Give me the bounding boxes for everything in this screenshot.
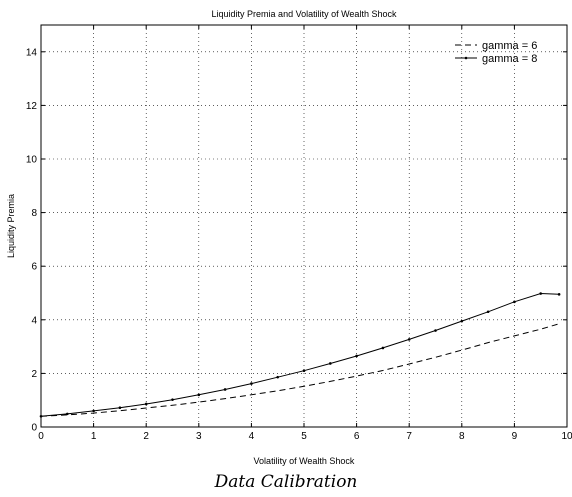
series-point-1 xyxy=(434,329,437,332)
y-axis-label: Liquidity Premia xyxy=(6,194,16,258)
x-tick-label: 8 xyxy=(459,431,465,442)
series-point-1 xyxy=(302,369,306,373)
series-point-1 xyxy=(276,375,280,379)
series-point-1 xyxy=(460,319,464,323)
y-tick-label: 6 xyxy=(31,262,37,273)
y-tick-label: 2 xyxy=(31,369,37,380)
series-point-1 xyxy=(118,406,122,410)
x-tick-label: 7 xyxy=(406,431,412,442)
y-tick-label: 14 xyxy=(26,47,38,58)
y-tick-label: 12 xyxy=(26,101,38,112)
legend-marker-gamma8 xyxy=(464,56,468,60)
series-point-1 xyxy=(355,354,358,358)
series-group xyxy=(39,292,561,418)
series-point-1 xyxy=(557,293,561,296)
series-point-1 xyxy=(171,398,174,401)
x-tick-label: 6 xyxy=(354,431,360,442)
series-point-1 xyxy=(197,393,201,397)
chart-title: Liquidity Premia and Volatility of Wealt… xyxy=(212,9,397,19)
grid xyxy=(41,25,567,427)
series-point-1 xyxy=(539,292,542,295)
x-tick-label: 9 xyxy=(512,431,518,442)
series-point-1 xyxy=(223,388,227,391)
series-point-1 xyxy=(92,409,95,413)
x-tick-label: 5 xyxy=(301,431,307,442)
y-tick-label: 0 xyxy=(31,423,37,434)
y-tick-label: 8 xyxy=(31,208,37,219)
series-point-1 xyxy=(39,414,43,418)
series-point-1 xyxy=(381,346,385,350)
series-point-1 xyxy=(513,300,516,304)
x-tick-label: 1 xyxy=(91,431,97,442)
x-tick-label: 4 xyxy=(249,431,255,442)
legend-label-gamma8: gamma = 8 xyxy=(482,53,537,65)
series-point-1 xyxy=(66,412,69,416)
x-tick-label: 3 xyxy=(196,431,202,442)
y-tick-label: 4 xyxy=(31,315,37,326)
chart: Liquidity Premia and Volatility of Wealt… xyxy=(6,9,572,466)
x-tick-label: 10 xyxy=(561,431,572,442)
series-point-1 xyxy=(407,338,411,341)
series-point-1 xyxy=(144,402,148,406)
legend-label-gamma6: gamma = 6 xyxy=(482,40,537,52)
x-tick-label: 0 xyxy=(38,431,44,442)
series-point-1 xyxy=(329,362,332,365)
series-line-0 xyxy=(40,323,560,417)
x-axis-label: Volatility of Wealth Shock xyxy=(254,456,355,466)
series-point-1 xyxy=(250,382,253,385)
series-point-1 xyxy=(486,310,490,314)
legend: gamma = 6 gamma = 8 xyxy=(455,40,537,65)
y-tick-label: 10 xyxy=(26,155,38,166)
x-tick-label: 2 xyxy=(143,431,149,442)
figure-caption: Data Calibration xyxy=(214,472,358,492)
